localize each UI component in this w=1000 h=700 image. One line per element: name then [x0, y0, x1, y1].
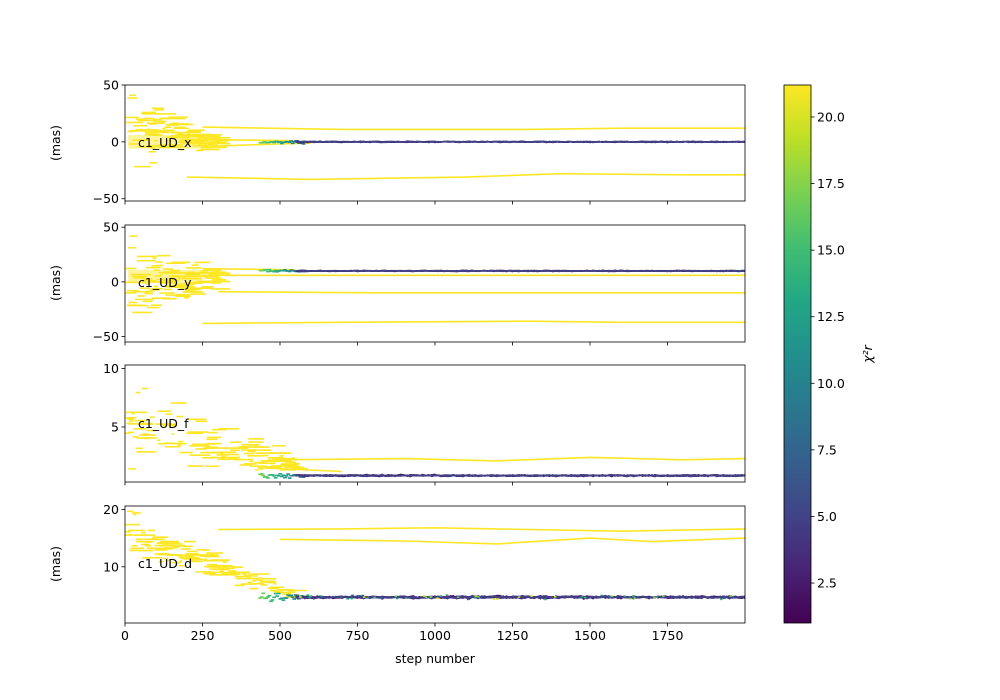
subplot-c1-ud-x: −50 0 50 c1_UD_x (mas) — [48, 78, 746, 206]
x-tick-label: 1500 — [574, 628, 606, 643]
colorbar-tick-label: 20.0 — [817, 109, 845, 124]
converged-walker-6 — [295, 140, 745, 144]
colorbar-tick-label: 7.5 — [817, 442, 837, 457]
burn-in-walkers — [125, 510, 308, 598]
x-tick-label: 500 — [268, 628, 292, 643]
converged-walkers — [258, 268, 745, 273]
converged-walkers — [258, 473, 745, 479]
y-axis-label: (mas) — [48, 265, 63, 301]
converged-walker-5 — [295, 594, 745, 600]
converged-walker-6 — [295, 269, 745, 273]
x-tick-label: 1250 — [497, 628, 529, 643]
y-tick-label: 50 — [103, 78, 119, 93]
colorbar-tick-label: 15.0 — [817, 243, 845, 258]
y-tick-label: 5 — [111, 420, 119, 435]
y-tick-label: 50 — [103, 220, 119, 235]
colorbar-tick-label: 2.5 — [817, 576, 837, 591]
y-tick-label: −50 — [93, 191, 119, 206]
x-tick-label: 1000 — [419, 628, 451, 643]
x-tick-label: 1750 — [652, 628, 684, 643]
side-chain-1 — [186, 172, 745, 181]
y-axis-label: (mas) — [48, 125, 63, 161]
param-label-c1-ud-y: c1_UD_y — [138, 275, 192, 290]
converged-walker-6 — [295, 473, 745, 478]
side-chain-1 — [264, 467, 343, 473]
x-axis-label: step number — [395, 651, 476, 666]
x-tick-label: 0 — [121, 628, 129, 643]
param-label-c1-ud-d: c1_UD_d — [138, 556, 192, 571]
side-chain-0 — [279, 456, 745, 462]
y-axis-label: (mas) — [48, 546, 63, 582]
subplot-c1-ud-y: −50 0 50 c1_UD_y (mas) — [48, 220, 746, 346]
x-tick-label: 250 — [191, 628, 215, 643]
side-chain-3 — [202, 267, 296, 271]
burn-in-band — [128, 269, 203, 283]
y-tick-label: 20 — [103, 502, 119, 517]
side-chain-0 — [202, 126, 745, 131]
colorbar-tick-label: 17.5 — [817, 176, 845, 191]
side-chain-1 — [217, 290, 745, 294]
colorbar-tick-label: 10.0 — [817, 376, 845, 391]
burn-in-walkers — [125, 94, 231, 168]
y-tick-label: −50 — [93, 329, 119, 344]
converged-walkers — [258, 140, 745, 145]
side-chain-1 — [279, 537, 745, 545]
converged-walker-6 — [295, 595, 745, 600]
burn-in-walkers — [125, 235, 231, 314]
param-label-c1-ud-f: c1_UD_f — [138, 416, 189, 431]
x-tick-label: 750 — [346, 628, 370, 643]
param-label-c1-ud-x: c1_UD_x — [138, 135, 192, 150]
side-chain-2 — [202, 320, 745, 325]
y-tick-label: 0 — [111, 274, 119, 289]
colorbar-gradient-bar — [783, 84, 812, 624]
colorbar: 2.5 5.0 7.5 10.0 12.5 15.0 17.5 20.0 χ²r — [783, 84, 875, 624]
side-chain-0 — [217, 526, 745, 533]
side-chain-2 — [202, 138, 296, 142]
converged-walkers — [258, 592, 745, 603]
y-tick-label: 10 — [103, 361, 119, 376]
y-tick-label: 10 — [103, 559, 119, 574]
y-tick-label: 0 — [111, 134, 119, 149]
colorbar-label: χ²r — [860, 344, 875, 363]
burn-in-band — [128, 135, 203, 149]
subplot-c1-ud-f: 5 10 c1_UD_f — [103, 361, 746, 486]
colorbar-tick-label: 5.0 — [817, 509, 837, 524]
colorbar-tick-label: 12.5 — [817, 309, 845, 324]
